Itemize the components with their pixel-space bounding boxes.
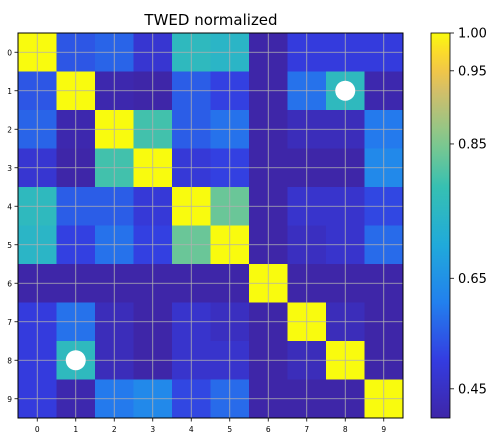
colorbar — [430, 32, 451, 419]
marker-circle-0 — [335, 80, 356, 101]
x-tick-label-7: 7 — [304, 425, 309, 434]
colorbar-tick-label-3: 0.65 — [458, 272, 487, 287]
x-tick-label-4: 4 — [189, 425, 194, 434]
colorbar-tick-label-4: 0.45 — [458, 382, 487, 397]
x-axis-ticks: 0 1 2 3 4 5 6 7 8 9 — [35, 418, 386, 434]
y-tick-label-7: 7 — [7, 318, 12, 327]
y-tick-label-4: 4 — [7, 202, 12, 211]
y-axis-ticks: 0 1 2 3 4 5 6 7 8 9 — [7, 48, 18, 404]
x-tick-label-9: 9 — [381, 425, 386, 434]
y-tick-label-8: 8 — [7, 356, 12, 365]
x-tick-label-2: 2 — [112, 425, 117, 434]
x-tick-label-3: 3 — [150, 425, 155, 434]
chart-title: TWED normalized — [143, 11, 277, 29]
x-tick-label-0: 0 — [35, 425, 40, 434]
colorbar-tick-label-1: 0.95 — [458, 64, 487, 79]
colorbar-ticks: 1.00 0.95 0.85 0.65 0.45 — [450, 27, 487, 397]
x-tick-label-6: 6 — [266, 425, 271, 434]
colorbar-tick-label-2: 0.85 — [458, 137, 487, 152]
x-tick-label-8: 8 — [343, 425, 348, 434]
colorbar-tick-label-0: 1.00 — [458, 27, 487, 42]
y-tick-label-3: 3 — [7, 164, 12, 173]
y-tick-label-1: 1 — [7, 87, 12, 96]
y-tick-label-0: 0 — [7, 48, 12, 57]
heatmap-grid — [18, 33, 403, 418]
marker-circle-1 — [65, 350, 86, 371]
y-tick-label-6: 6 — [7, 279, 12, 288]
heatmap-markers — [65, 80, 356, 371]
y-tick-label-5: 5 — [7, 241, 12, 250]
y-tick-label-2: 2 — [7, 125, 12, 134]
x-tick-label-1: 1 — [73, 425, 78, 434]
plot-frame — [17, 32, 404, 419]
y-tick-label-9: 9 — [7, 395, 12, 404]
x-tick-label-5: 5 — [227, 425, 232, 434]
